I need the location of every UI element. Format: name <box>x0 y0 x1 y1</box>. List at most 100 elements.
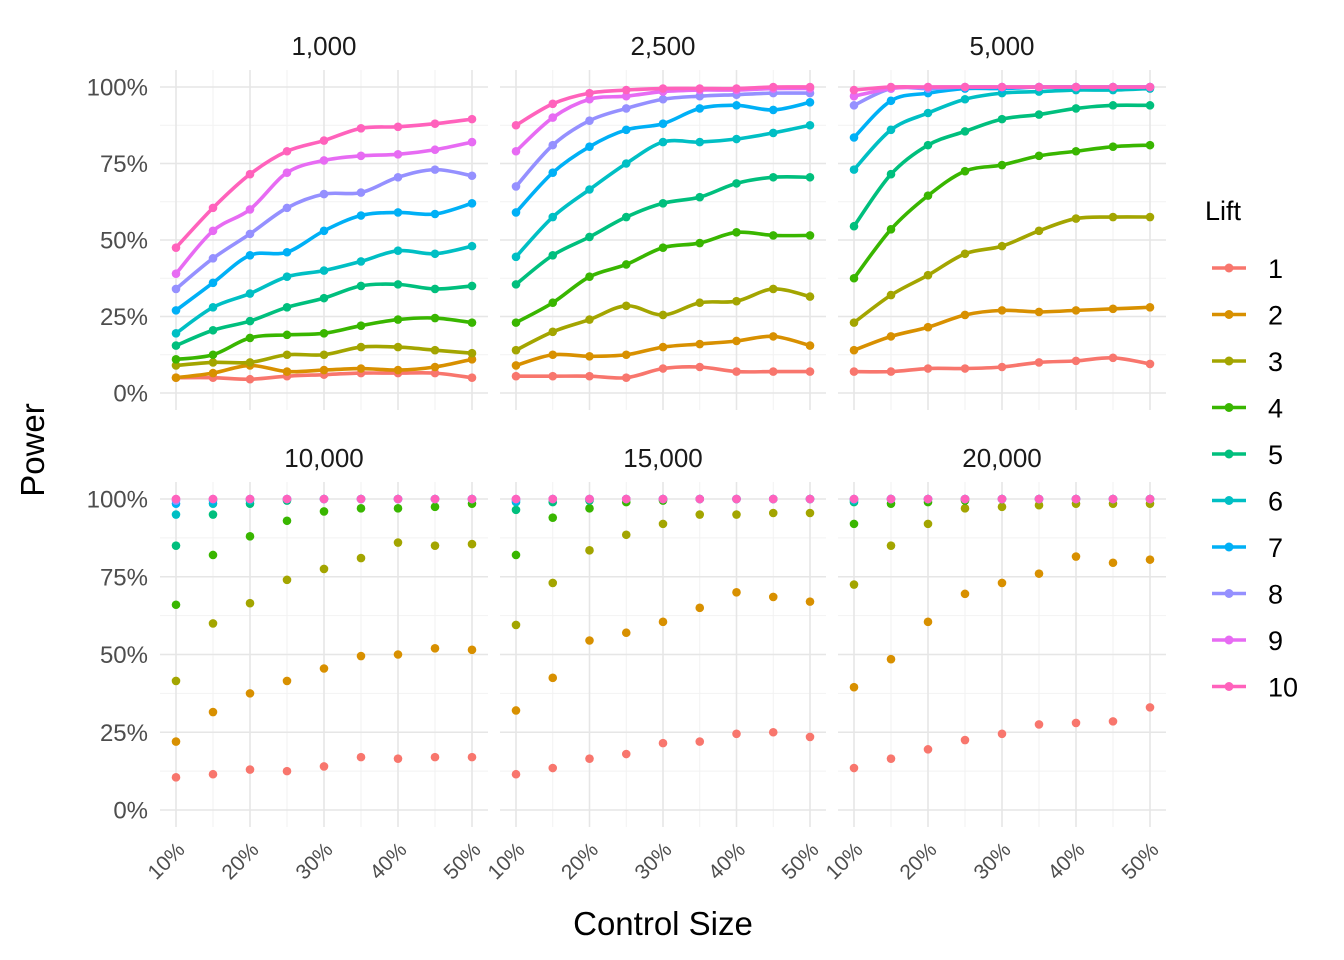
facet-panel: 10,000 0% 25% 50% 75% 100% 10% 20% 30% 40% 50% <box>87 443 488 884</box>
data-point <box>245 765 255 774</box>
facet-title: 1,000 <box>291 31 356 61</box>
data-point <box>430 494 440 504</box>
data-point <box>282 367 292 376</box>
legend-key-point <box>1224 356 1234 366</box>
data-point <box>393 150 403 159</box>
data-point <box>886 367 896 376</box>
data-point <box>886 125 896 135</box>
data-point <box>319 507 329 516</box>
data-point <box>695 510 705 519</box>
data-point <box>585 371 594 381</box>
data-point <box>1145 703 1155 712</box>
data-point <box>548 350 558 360</box>
data-point <box>430 249 440 259</box>
data-point <box>208 325 218 335</box>
data-point <box>430 362 440 372</box>
data-point <box>732 134 741 144</box>
data-point <box>467 539 477 549</box>
facet-title: 15,000 <box>623 443 703 473</box>
data-point <box>356 651 366 661</box>
data-point <box>467 355 477 364</box>
data-point <box>393 315 403 324</box>
data-point <box>548 578 558 588</box>
x-tick-label: 50% <box>1118 838 1164 884</box>
data-point <box>768 82 778 92</box>
data-point <box>208 707 218 717</box>
legend-key-point <box>1224 449 1234 459</box>
data-point <box>621 104 631 113</box>
data-point <box>960 735 970 745</box>
data-point <box>319 189 329 199</box>
data-point <box>732 367 741 376</box>
data-point <box>923 364 933 373</box>
legend-key-point <box>1224 403 1234 412</box>
data-point <box>960 589 970 599</box>
legend-label: 7 <box>1268 533 1283 563</box>
data-point <box>997 494 1007 504</box>
data-point <box>621 212 631 222</box>
data-point <box>467 318 477 327</box>
data-point <box>393 208 403 217</box>
data-point <box>658 310 668 320</box>
data-point <box>208 769 218 779</box>
data-point <box>356 281 366 291</box>
legend-key-point <box>1224 263 1234 273</box>
x-axis-title: Control Size <box>573 905 753 942</box>
data-point <box>548 168 558 177</box>
x-tick-label: 20% <box>896 838 942 884</box>
data-point <box>886 754 896 763</box>
data-point <box>511 208 521 217</box>
data-point <box>319 266 329 275</box>
data-point <box>548 140 558 150</box>
data-point <box>805 292 815 301</box>
data-point <box>319 226 329 236</box>
legend-item-7: 7 <box>1212 533 1283 563</box>
data-point <box>886 82 896 92</box>
data-point <box>658 84 668 93</box>
data-point <box>768 592 778 602</box>
data-point <box>923 745 933 754</box>
data-point <box>430 165 440 174</box>
y-tick-label: 0% <box>113 798 148 825</box>
data-point <box>1034 226 1044 236</box>
legend-title: Lift <box>1205 196 1242 226</box>
data-point <box>282 516 292 526</box>
data-point <box>511 252 521 262</box>
data-point <box>245 289 255 298</box>
legend-label: 2 <box>1268 301 1283 331</box>
data-point <box>548 763 558 773</box>
data-point <box>171 494 181 504</box>
data-point <box>658 94 668 104</box>
data-point <box>393 365 403 375</box>
data-point <box>768 494 778 504</box>
data-point <box>732 84 741 93</box>
y-tick-label: 50% <box>100 228 148 255</box>
data-point <box>393 504 403 513</box>
data-point <box>511 361 521 370</box>
data-point <box>849 345 859 355</box>
data-point <box>886 224 896 234</box>
data-point <box>245 374 255 384</box>
data-point <box>356 752 366 762</box>
data-point <box>886 541 896 550</box>
data-point <box>849 367 859 376</box>
facet-panels: 1,000 0% 25% 50% 75% 100% 2,500 5,000 10,000 0% 25… <box>87 31 1166 884</box>
data-point <box>467 171 477 181</box>
data-point <box>393 494 403 504</box>
data-point <box>1145 82 1155 92</box>
legend-item-6: 6 <box>1212 487 1283 517</box>
data-point <box>923 494 933 504</box>
data-point <box>849 91 859 101</box>
legend-item-8: 8 <box>1212 580 1283 610</box>
data-point <box>319 293 329 303</box>
legend-item-3: 3 <box>1212 347 1283 377</box>
data-point <box>548 327 558 337</box>
data-point <box>621 530 631 540</box>
data-point <box>171 676 181 686</box>
data-point <box>695 362 705 372</box>
data-point <box>732 228 741 237</box>
data-point <box>585 185 594 194</box>
data-point <box>923 270 933 280</box>
legend-item-1: 1 <box>1212 254 1283 284</box>
data-point <box>1108 353 1118 363</box>
